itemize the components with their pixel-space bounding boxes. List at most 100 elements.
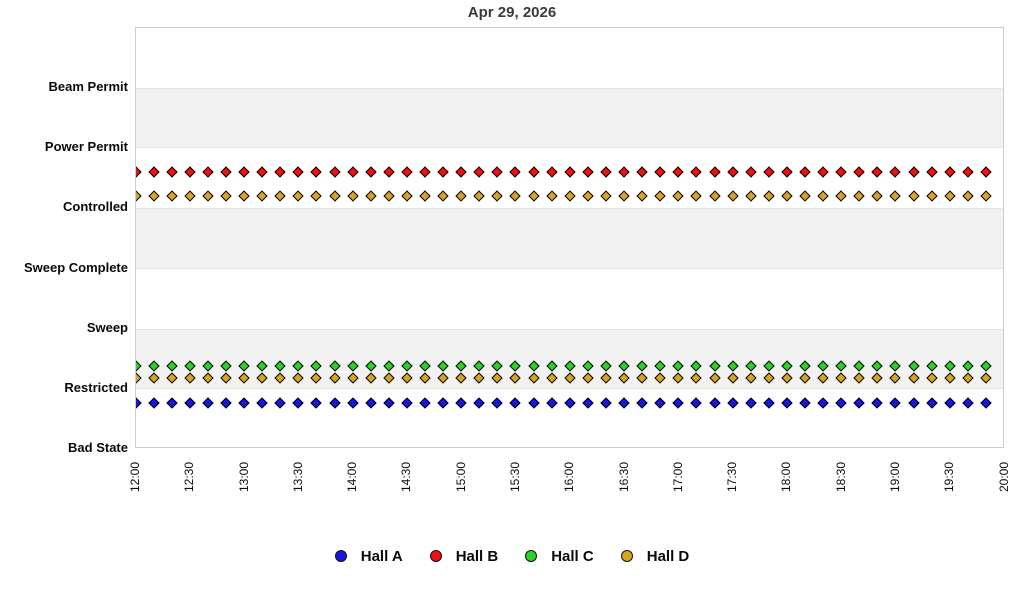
marker-hall-a-restricted — [889, 397, 902, 409]
marker-hall-a-restricted — [600, 397, 612, 409]
marker-hall-d-controlled — [292, 190, 305, 203]
marker-hall-a-restricted — [708, 397, 721, 409]
marker-hall-a-restricted — [907, 397, 920, 409]
marker-hall-a-restricted — [328, 397, 341, 409]
marker-hall-a-restricted — [799, 397, 811, 409]
marker-hall-b-controlled — [600, 166, 612, 178]
x-axis-label-12-30: 12:30 — [182, 461, 197, 492]
marker-hall-a-restricted — [582, 397, 594, 409]
marker-hall-b-controlled — [745, 166, 757, 178]
legend-label: Hall A — [360, 547, 403, 565]
marker-hall-b-controlled — [238, 166, 250, 178]
marker-hall-a-restricted — [184, 397, 196, 409]
marker-hall-b-controlled — [166, 166, 178, 178]
marker-hall-d-controlled — [509, 190, 522, 203]
legend-marker-icon — [620, 550, 633, 562]
marker-hall-a-restricted — [564, 397, 576, 409]
marker-hall-d-controlled — [781, 190, 793, 203]
marker-hall-b-controlled — [509, 166, 522, 178]
x-axis-label-15-00: 15:00 — [453, 461, 468, 492]
marker-hall-b-controlled — [292, 166, 305, 178]
marker-hall-b-controlled — [889, 166, 902, 178]
legend: Hall A Hall B Hall C Hall D — [0, 544, 1024, 568]
marker-hall-d-controlled — [564, 190, 576, 203]
marker-hall-d-controlled — [491, 190, 504, 203]
marker-hall-d-controlled — [745, 190, 757, 203]
marker-hall-b-controlled — [708, 166, 721, 178]
marker-hall-b-controlled — [527, 166, 540, 178]
marker-hall-d-controlled — [708, 190, 721, 203]
marker-hall-a-restricted — [871, 397, 884, 409]
x-axis-label-20-00: 20:00 — [996, 461, 1011, 492]
marker-hall-a-restricted — [292, 397, 305, 409]
marker-hall-a-restricted — [365, 397, 377, 409]
marker-hall-b-controlled — [256, 166, 268, 178]
marker-hall-a-restricted — [401, 397, 413, 409]
y-axis-label-sweep: Sweep — [86, 319, 128, 335]
marker-hall-a-restricted — [672, 397, 684, 409]
plot-area — [135, 27, 1004, 448]
marker-hall-b-controlled — [835, 166, 847, 178]
legend-marker-icon — [334, 550, 347, 562]
legend-marker-icon — [429, 550, 442, 562]
marker-hall-d-controlled — [962, 190, 974, 203]
marker-hall-d-controlled — [763, 190, 775, 203]
marker-hall-a-restricted — [491, 397, 504, 409]
marker-hall-d-controlled — [925, 190, 938, 203]
marker-hall-b-controlled — [401, 166, 413, 178]
chart-title: Apr 29, 2026 — [467, 4, 557, 21]
marker-hall-a-restricted — [346, 397, 359, 409]
x-axis-label-19-00: 19:00 — [887, 461, 902, 492]
marker-hall-b-controlled — [437, 166, 449, 178]
marker-hall-d-controlled — [618, 190, 630, 203]
marker-hall-d-controlled — [455, 190, 467, 203]
y-axis-label-controlled: Controlled — [63, 199, 128, 215]
marker-hall-a-restricted — [980, 397, 992, 409]
marker-hall-b-controlled — [147, 166, 160, 178]
marker-hall-a-restricted — [835, 397, 847, 409]
marker-hall-a-restricted — [763, 397, 775, 409]
marker-hall-a-restricted — [147, 397, 160, 409]
x-axis-label-16-30: 16:30 — [616, 461, 631, 492]
marker-hall-d-controlled — [401, 190, 413, 203]
marker-hall-b-controlled — [980, 166, 992, 178]
marker-hall-d-controlled — [654, 190, 666, 203]
state-band — [136, 208, 1003, 269]
marker-hall-b-controlled — [654, 166, 666, 178]
marker-hall-a-restricted — [654, 397, 666, 409]
y-axis-label-restricted: Restricted — [64, 379, 128, 395]
marker-hall-b-controlled — [690, 166, 703, 178]
marker-hall-a-restricted — [473, 397, 485, 409]
y-axis-label-sweep-complete: Sweep Complete — [23, 259, 128, 275]
marker-hall-b-controlled — [944, 166, 956, 178]
y-axis-label-beam-permit: Beam Permit — [48, 79, 128, 95]
marker-hall-a-restricted — [726, 397, 739, 409]
state-band — [136, 88, 1003, 149]
marker-hall-a-restricted — [636, 397, 648, 409]
marker-hall-a-restricted — [256, 397, 268, 409]
marker-hall-a-restricted — [136, 397, 142, 409]
marker-hall-d-controlled — [220, 190, 232, 203]
marker-hall-b-controlled — [618, 166, 630, 178]
marker-hall-b-controlled — [365, 166, 377, 178]
marker-hall-d-controlled — [545, 190, 558, 203]
x-axis-label-18-00: 18:00 — [779, 461, 794, 492]
y-axis-label-power-permit: Power Permit — [44, 139, 128, 155]
marker-hall-b-controlled — [781, 166, 793, 178]
marker-hall-b-controlled — [672, 166, 684, 178]
marker-hall-b-controlled — [184, 166, 196, 178]
x-axis-label-17-00: 17:00 — [670, 461, 685, 492]
marker-hall-a-restricted — [274, 397, 286, 409]
marker-hall-a-restricted — [419, 397, 431, 409]
marker-hall-d-controlled — [136, 190, 142, 203]
marker-hall-d-controlled — [473, 190, 485, 203]
marker-hall-a-restricted — [383, 397, 395, 409]
marker-hall-b-controlled — [491, 166, 504, 178]
legend-item-hall-a: Hall A — [334, 547, 403, 565]
marker-hall-a-restricted — [437, 397, 449, 409]
marker-hall-b-controlled — [136, 166, 142, 178]
marker-hall-a-restricted — [220, 397, 232, 409]
marker-hall-d-controlled — [871, 190, 884, 203]
marker-hall-a-restricted — [853, 397, 865, 409]
marker-hall-b-controlled — [328, 166, 341, 178]
